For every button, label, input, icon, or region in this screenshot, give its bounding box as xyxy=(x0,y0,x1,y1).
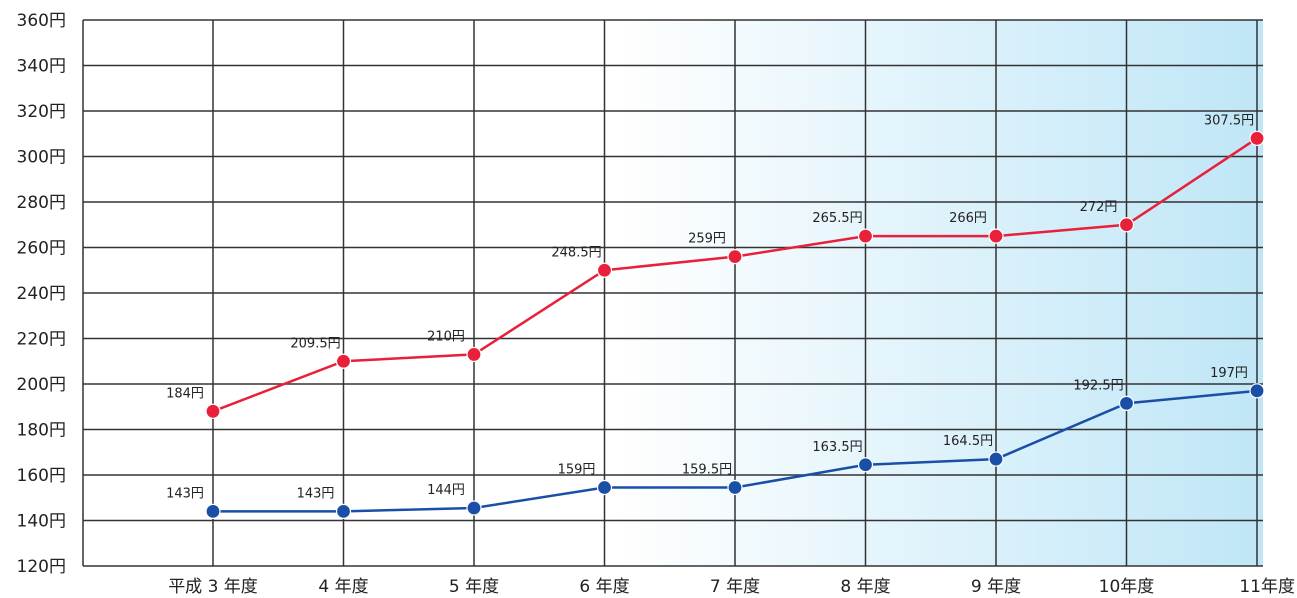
x-tick-label: 8 年度 xyxy=(840,577,890,597)
data-label: 192.5円 xyxy=(1073,378,1123,393)
data-label: 197円 xyxy=(1210,366,1248,381)
data-label: 259円 xyxy=(688,232,726,247)
y-tick-label: 200円 xyxy=(17,375,66,395)
data-label: 143円 xyxy=(297,486,335,501)
data-label: 307.5円 xyxy=(1204,113,1254,128)
data-point xyxy=(335,503,352,519)
data-point xyxy=(1118,395,1135,411)
data-label: 266円 xyxy=(949,211,987,226)
data-label: 163.5円 xyxy=(812,440,862,455)
x-tick-label: 4 年度 xyxy=(318,577,368,597)
data-point xyxy=(205,403,221,419)
x-tick-label: 平成 3 年度 xyxy=(168,577,258,597)
y-tick-label: 280円 xyxy=(17,193,66,213)
x-tick-label: 7 年度 xyxy=(710,577,760,597)
data-point xyxy=(988,451,1004,467)
y-tick-label: 240円 xyxy=(17,284,66,304)
data-point xyxy=(727,249,743,265)
x-axis-ticks: 平成 3 年度 4 年度 5 年度 6 年度 7 年度 8 年度 9 年度 10年度 11年度 xyxy=(168,577,1295,597)
data-label: 159円 xyxy=(558,463,596,478)
y-tick-label: 320円 xyxy=(17,102,66,122)
data-point xyxy=(727,479,743,496)
x-tick-label: 9 年度 xyxy=(971,577,1021,597)
data-label: 143円 xyxy=(166,486,204,501)
y-tick-label: 160円 xyxy=(17,466,66,486)
data-point xyxy=(1249,383,1265,399)
x-tick-label: 10年度 xyxy=(1099,577,1155,597)
data-point xyxy=(988,228,1004,244)
y-tick-label: 360円 xyxy=(17,11,66,31)
y-tick-label: 300円 xyxy=(17,148,66,168)
data-label: 265.5円 xyxy=(812,211,862,226)
data-point xyxy=(205,503,221,519)
series-group: 184円 209.5円 210円 248.5円 259円 265.5円 266円 272円 30… xyxy=(166,113,1265,519)
y-axis-ticks: 120円 140円 160円 180円 200円 220円 240円 260円 280円 300円… xyxy=(17,11,66,577)
data-point xyxy=(857,228,874,244)
data-point xyxy=(596,479,613,496)
data-label: 144円 xyxy=(427,483,465,498)
data-label: 272円 xyxy=(1080,200,1118,215)
grid xyxy=(82,19,1263,567)
data-point xyxy=(466,346,482,363)
data-point xyxy=(335,353,352,369)
data-label: 209.5円 xyxy=(290,336,340,351)
data-label: 184円 xyxy=(166,386,204,401)
y-tick-label: 180円 xyxy=(17,421,66,441)
x-tick-label: 5 年度 xyxy=(449,577,499,597)
data-point xyxy=(596,262,613,278)
y-tick-label: 120円 xyxy=(17,557,66,577)
data-point xyxy=(857,457,874,473)
y-tick-label: 340円 xyxy=(17,57,66,77)
data-point xyxy=(466,500,482,516)
y-tick-label: 220円 xyxy=(17,330,66,350)
data-label: 159.5円 xyxy=(682,463,732,478)
data-label: 164.5円 xyxy=(943,434,993,449)
y-tick-label: 140円 xyxy=(17,512,66,532)
data-label: 248.5円 xyxy=(551,245,601,260)
x-tick-label: 11年度 xyxy=(1239,577,1295,597)
data-point xyxy=(1249,130,1265,146)
data-point xyxy=(1118,217,1135,233)
x-tick-label: 6 年度 xyxy=(579,577,629,597)
data-label: 210円 xyxy=(427,329,465,344)
y-tick-label: 260円 xyxy=(17,239,66,259)
